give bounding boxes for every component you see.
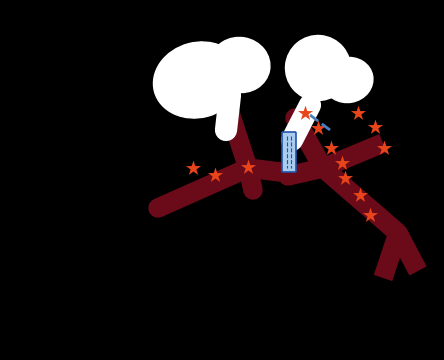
- Point: [381, 145, 388, 151]
- Ellipse shape: [323, 58, 373, 103]
- Ellipse shape: [154, 42, 242, 118]
- Point: [314, 125, 321, 131]
- Point: [338, 160, 345, 166]
- Point: [301, 110, 309, 116]
- Point: [211, 172, 218, 178]
- Point: [327, 145, 334, 151]
- Ellipse shape: [285, 36, 350, 100]
- FancyBboxPatch shape: [282, 132, 296, 172]
- Point: [372, 124, 379, 130]
- Point: [245, 164, 252, 170]
- Point: [341, 175, 349, 181]
- Point: [357, 192, 364, 198]
- Ellipse shape: [210, 37, 270, 93]
- Point: [366, 212, 373, 218]
- Point: [190, 165, 197, 171]
- Point: [354, 110, 361, 116]
